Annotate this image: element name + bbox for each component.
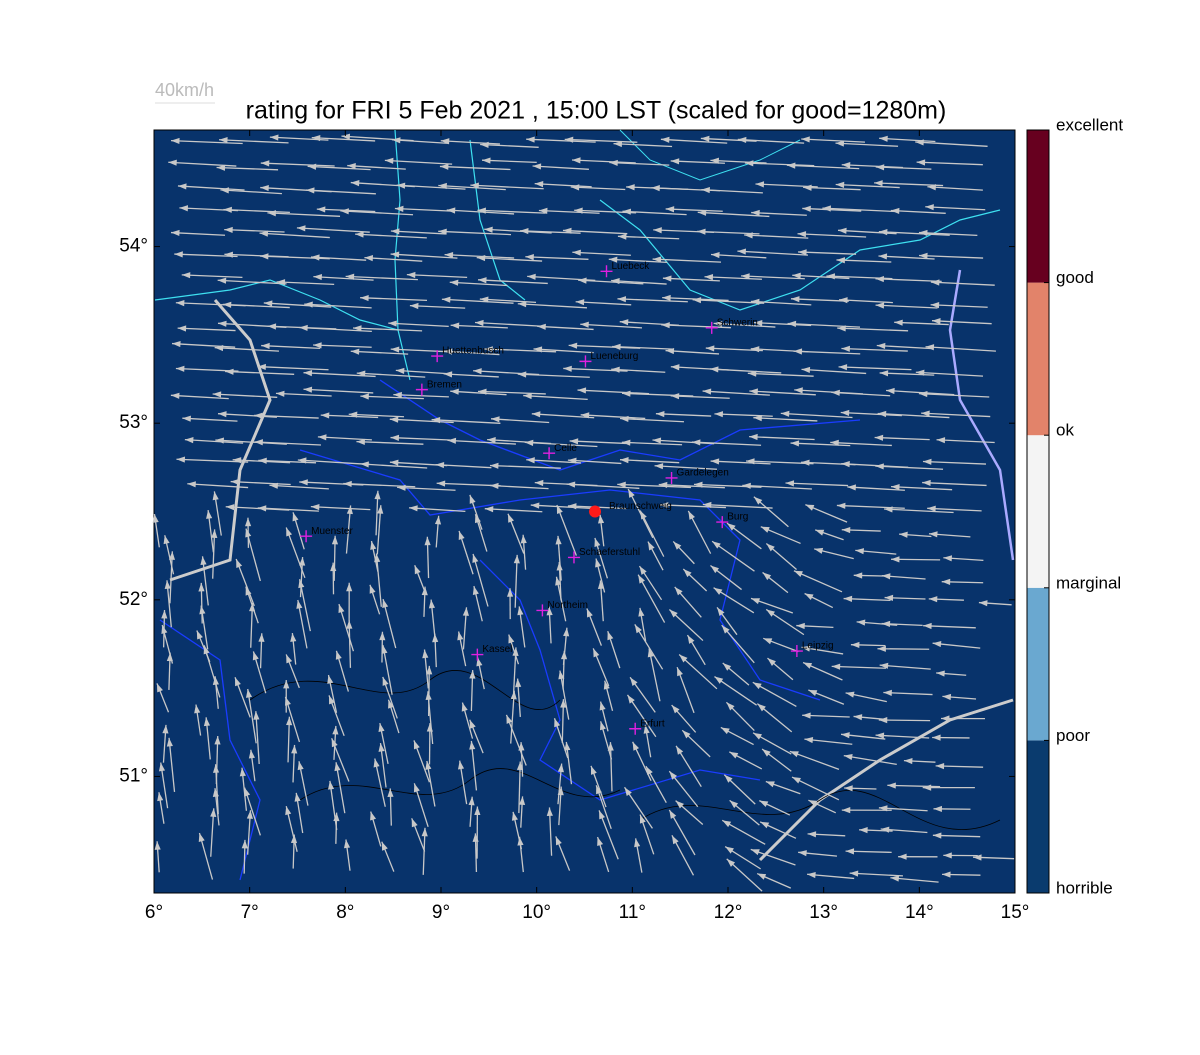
city-label: Braunschweig xyxy=(609,501,672,512)
x-tick-label: 7° xyxy=(241,902,259,923)
y-tick-label: 51° xyxy=(119,765,148,786)
x-tick-label: 9° xyxy=(432,902,450,923)
colorbar-label: good xyxy=(1056,268,1094,287)
x-tick-label: 10° xyxy=(522,902,551,923)
x-tick-label: 15° xyxy=(1001,902,1030,923)
colorbar-label: poor xyxy=(1056,726,1090,745)
colorbar-segment xyxy=(1027,283,1049,436)
x-tick-label: 14° xyxy=(905,902,934,923)
colorbar-segment xyxy=(1027,740,1049,893)
map-area: Luebeck Schwerin Huettenbusch Lueneburg Brem… xyxy=(153,130,1015,893)
city-label: Schaeferstuhl xyxy=(579,547,640,558)
y-tick-label: 54° xyxy=(119,236,148,257)
colorbar-label: horrible xyxy=(1056,878,1113,897)
city-label: Erfurt xyxy=(640,718,665,729)
colorbar-label: excellent xyxy=(1056,115,1123,134)
city-label: Huettenbusch xyxy=(442,346,504,357)
city-label: Bremen xyxy=(427,379,462,390)
city-label: Burg xyxy=(727,512,748,523)
city-label: Gardelegen xyxy=(677,468,729,479)
colorbar: horrible poor marginal ok good excellent xyxy=(1027,115,1123,897)
colorbar-segment xyxy=(1027,435,1049,588)
y-tick-label: 52° xyxy=(119,589,148,610)
wind-scale-label: 40km/h xyxy=(155,80,214,100)
city-label: Luebeck xyxy=(612,261,651,272)
city-label: Schwerin xyxy=(717,317,758,328)
map-background xyxy=(154,130,1015,893)
city-label: Muenster xyxy=(311,526,353,537)
city-label: Celle xyxy=(554,443,577,454)
map-title: rating for FRI 5 Feb 2021 , 15:00 LST (s… xyxy=(246,97,947,125)
colorbar-label: marginal xyxy=(1056,573,1121,592)
city-label: Lueneburg xyxy=(590,351,638,362)
x-tick-label: 6° xyxy=(145,902,163,923)
city-label: Kassel xyxy=(482,644,512,655)
x-tick-label: 8° xyxy=(336,902,354,923)
site-marker xyxy=(589,506,601,518)
y-tick-label: 53° xyxy=(119,412,148,433)
x-tick-label: 12° xyxy=(714,902,743,923)
x-tick-label: 13° xyxy=(809,902,838,923)
city-label: Leipzig xyxy=(802,641,834,652)
colorbar-label: ok xyxy=(1056,421,1074,440)
colorbar-segment xyxy=(1027,130,1049,283)
city-label: Northeim xyxy=(547,600,588,611)
colorbar-segment xyxy=(1027,588,1049,741)
x-tick-label: 11° xyxy=(619,902,646,923)
